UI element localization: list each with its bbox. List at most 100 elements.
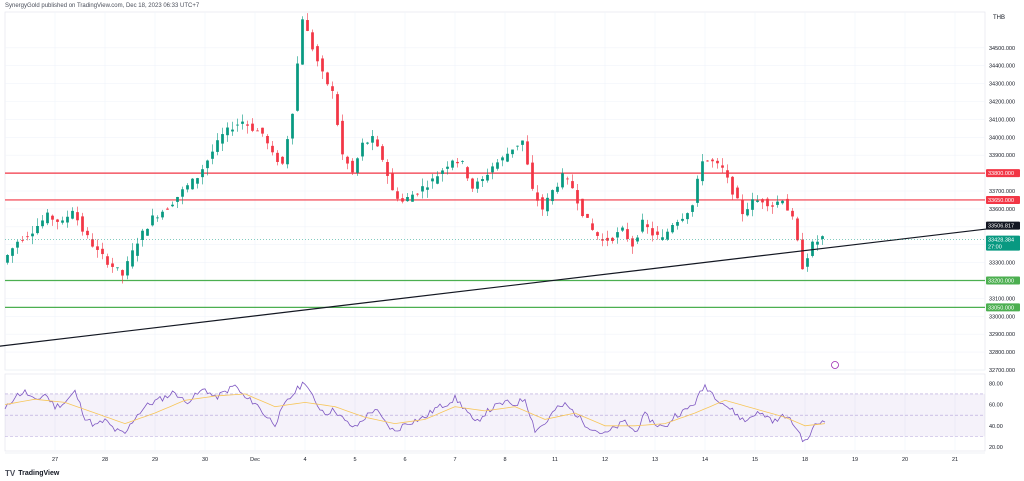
candle-body <box>646 224 649 228</box>
candle-body <box>691 205 694 212</box>
candle-body <box>151 215 154 226</box>
candle-body <box>461 160 464 162</box>
candle-body <box>156 217 159 219</box>
time-axis-tick-label: 5 <box>353 457 356 463</box>
candle-body <box>51 215 54 220</box>
candle-body <box>616 232 619 238</box>
candle-body <box>171 204 174 207</box>
candle-body <box>356 158 359 173</box>
time-axis-tick-label: 28 <box>102 457 108 463</box>
candle-body <box>656 231 659 235</box>
trendline <box>0 226 1006 347</box>
candle-body <box>136 243 139 256</box>
candle-body <box>186 185 189 190</box>
candle-body <box>286 139 289 165</box>
rsi-pane-frame <box>4 373 986 452</box>
candle-body <box>116 267 119 269</box>
candle-body <box>251 123 254 131</box>
candle-body <box>426 187 429 190</box>
candle-body <box>396 191 399 199</box>
candle-body <box>176 196 179 202</box>
candle-body <box>541 197 544 210</box>
candle-body <box>571 181 574 189</box>
candle-body <box>626 229 629 240</box>
countdown-label: 27:00 <box>988 245 1002 251</box>
rsi-axis-tick-label: 80.00 <box>989 381 1003 387</box>
candle-body <box>26 236 29 238</box>
last-price-label: 33428.384 <box>988 238 1014 244</box>
candle-body <box>166 208 169 210</box>
candle-body <box>111 263 114 267</box>
candle-body <box>586 213 589 218</box>
price-axis-tick-label: 33700.000 <box>989 189 1015 195</box>
candle-body <box>416 193 419 195</box>
candle-body <box>561 173 564 188</box>
candle-body <box>456 161 459 164</box>
candle-body <box>371 136 374 143</box>
candle-body <box>701 161 704 182</box>
marker-price-label: 33506.817 <box>988 224 1014 230</box>
candle-body <box>86 230 89 236</box>
price-axis-tick-label: 34100.000 <box>989 117 1015 123</box>
candle-body <box>346 156 349 164</box>
candle-body <box>246 124 249 126</box>
price-level-tag <box>986 169 1020 178</box>
candle-body <box>716 160 719 164</box>
candle-body <box>6 255 9 263</box>
candle-body <box>651 228 654 236</box>
candle-body <box>301 19 304 65</box>
price-axis-tick-label: 33100.000 <box>989 296 1015 302</box>
candle-body <box>671 225 674 233</box>
rsi-signal-line <box>4 393 826 427</box>
candle-body <box>706 160 709 162</box>
price-axis-tick-label: 33900.000 <box>989 153 1015 159</box>
price-level-label: 33050.000 <box>988 305 1014 311</box>
candle-body <box>696 178 699 203</box>
candle-body <box>786 198 789 211</box>
candle-body <box>241 121 244 124</box>
candle-body <box>261 127 264 134</box>
price-axis-tick-label: 33300.000 <box>989 261 1015 267</box>
publisher-caption: SynergyGold published on TradingView.com… <box>5 3 200 9</box>
candle-body <box>591 223 594 230</box>
candle-body <box>596 232 599 236</box>
event-marker-icon <box>831 361 839 369</box>
candle-body <box>386 161 389 176</box>
candle-body <box>311 32 314 50</box>
candle-body <box>556 186 559 192</box>
candle-body <box>601 239 604 241</box>
price-axis-tick-label: 34300.000 <box>989 82 1015 88</box>
candle-body <box>341 120 344 155</box>
candle-body <box>566 178 569 180</box>
candle-body <box>226 127 229 136</box>
candle-body <box>326 72 329 85</box>
time-axis-tick-label: 19 <box>852 457 858 463</box>
candle-body <box>471 178 474 189</box>
candle-body <box>726 170 729 178</box>
price-level-label: 33650.000 <box>988 198 1014 204</box>
time-axis-tick-label: 4 <box>303 457 306 463</box>
candle-body <box>411 194 414 202</box>
candle-body <box>131 250 134 267</box>
candle-body <box>486 174 489 181</box>
candle-body <box>401 198 404 202</box>
candle-body <box>331 86 334 91</box>
candle-body <box>491 166 494 173</box>
candle-body <box>161 211 164 218</box>
candle-body <box>496 162 499 169</box>
candle-body <box>621 227 624 231</box>
candle-body <box>481 179 484 182</box>
candle-body <box>821 236 824 240</box>
candle-body <box>421 186 424 192</box>
time-axis-tick-label: 27 <box>52 457 58 463</box>
candle-body <box>536 192 539 201</box>
candle-body <box>31 233 34 237</box>
candle-body <box>516 145 519 147</box>
candle-body <box>46 212 49 224</box>
candle-body <box>276 152 279 162</box>
candle-body <box>381 146 384 160</box>
price-level-tag <box>986 195 1020 204</box>
candle-body <box>291 113 294 139</box>
candle-body <box>546 197 549 212</box>
